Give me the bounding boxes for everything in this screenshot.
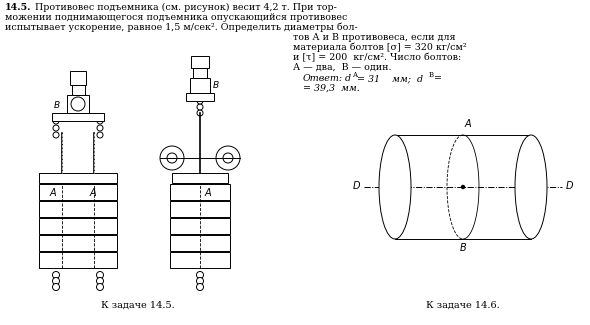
Text: и [τ] = 200  кг/см². Число болтов:: и [τ] = 200 кг/см². Число болтов: (293, 53, 461, 62)
Text: 14.5.: 14.5. (5, 3, 31, 12)
Bar (72, 85, 85, 95)
Text: = 31    мм;  d: = 31 мм; d (357, 74, 423, 83)
Circle shape (223, 153, 233, 163)
Circle shape (53, 132, 59, 138)
Bar (190, 78, 210, 93)
Circle shape (386, 199, 398, 211)
Bar (395, 135, 531, 239)
Circle shape (461, 186, 464, 188)
Circle shape (97, 132, 103, 138)
Circle shape (53, 118, 59, 124)
Bar (39, 252, 117, 268)
Bar (170, 218, 230, 234)
Bar (186, 93, 214, 101)
Text: материала болтов [σ] = 320 кг/см²: материала болтов [σ] = 320 кг/см² (293, 43, 467, 53)
Circle shape (522, 163, 534, 175)
Circle shape (53, 283, 60, 291)
Circle shape (97, 278, 103, 284)
Bar (39, 201, 117, 217)
Circle shape (392, 199, 404, 211)
Text: A: A (90, 188, 97, 198)
Ellipse shape (515, 135, 547, 239)
Circle shape (197, 98, 203, 104)
Circle shape (167, 153, 177, 163)
Circle shape (97, 125, 103, 131)
Text: B: B (460, 243, 466, 253)
Bar (39, 218, 117, 234)
Circle shape (53, 278, 60, 284)
Circle shape (386, 163, 398, 175)
Bar (170, 184, 230, 200)
Text: D: D (352, 181, 360, 191)
Text: тов А и В противовеса, если для: тов А и В противовеса, если для (293, 33, 455, 42)
Circle shape (216, 146, 240, 170)
Bar (39, 173, 117, 183)
Circle shape (197, 104, 203, 110)
Bar (191, 56, 209, 68)
Bar (67, 95, 89, 113)
Circle shape (528, 199, 540, 211)
Circle shape (522, 199, 534, 211)
Circle shape (196, 278, 204, 284)
Text: Противовес подъемника (см. рисунок) весит 4,2 т. При тор-: Противовес подъемника (см. рисунок) веси… (32, 3, 337, 12)
Text: B: B (54, 100, 60, 110)
Circle shape (160, 146, 184, 170)
Text: B: B (213, 81, 219, 89)
Text: можении поднимающегося подъемника опускающийся противовес: можении поднимающегося подъемника опуска… (5, 13, 348, 22)
Bar (172, 173, 228, 183)
Circle shape (528, 163, 540, 175)
Bar (39, 235, 117, 251)
Text: A: A (465, 119, 471, 129)
Text: = 39,3  мм.: = 39,3 мм. (303, 84, 360, 93)
Circle shape (97, 271, 103, 279)
Circle shape (196, 283, 204, 291)
Bar (170, 252, 230, 268)
Bar (52, 113, 104, 121)
Bar (170, 235, 230, 251)
Bar (70, 71, 86, 85)
Text: d: d (345, 74, 351, 83)
Circle shape (97, 118, 103, 124)
Circle shape (53, 271, 60, 279)
Text: B: B (429, 71, 434, 79)
Circle shape (97, 283, 103, 291)
Circle shape (53, 125, 59, 131)
Text: К задаче 14.5.: К задаче 14.5. (101, 301, 175, 309)
Ellipse shape (379, 135, 411, 239)
Text: испытывает ускорение, равное 1,5 м/сек². Определить диаметры бол-: испытывает ускорение, равное 1,5 м/сек².… (5, 23, 358, 32)
Circle shape (71, 97, 85, 111)
Circle shape (197, 110, 203, 116)
Text: D: D (566, 181, 573, 191)
Text: Ответ:: Ответ: (303, 74, 343, 83)
Text: A: A (352, 71, 357, 79)
Bar (39, 184, 117, 200)
Text: А — два,  В — один.: А — два, В — один. (293, 63, 392, 72)
Text: К задаче 14.6.: К задаче 14.6. (426, 301, 500, 309)
Circle shape (196, 271, 204, 279)
Bar (170, 201, 230, 217)
Circle shape (392, 163, 404, 175)
Text: A: A (205, 188, 212, 198)
Text: =: = (434, 74, 442, 83)
Bar (193, 68, 207, 78)
Text: A: A (50, 188, 57, 198)
